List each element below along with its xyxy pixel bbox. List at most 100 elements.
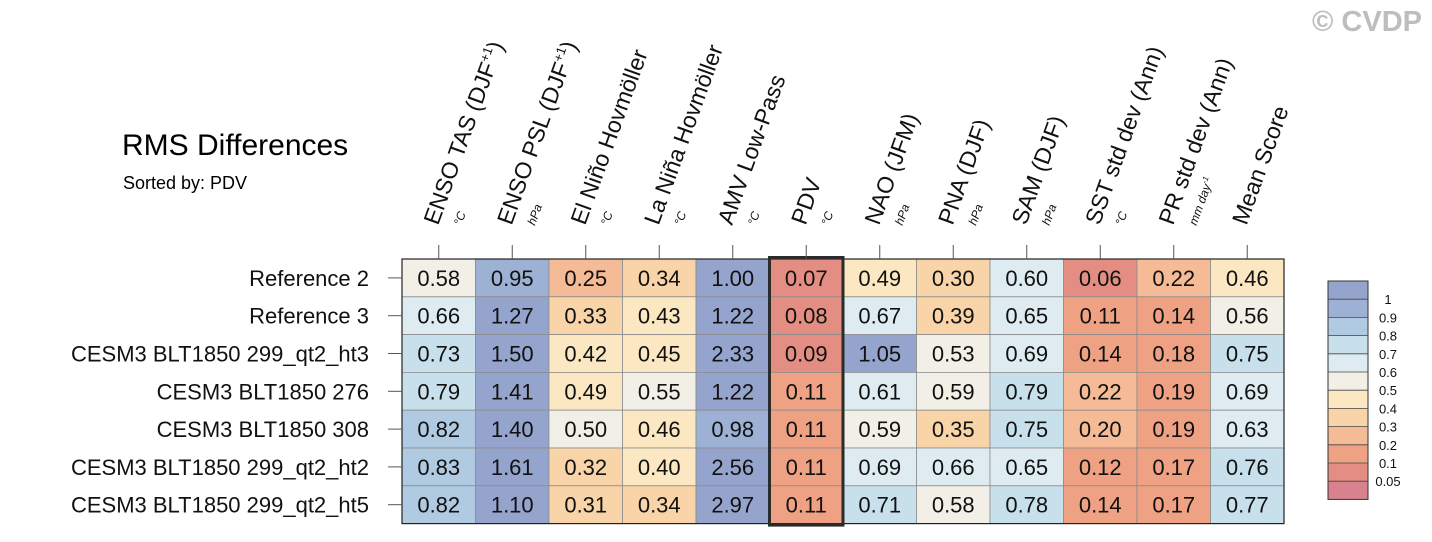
cell-value-label: 0.66 (417, 304, 460, 329)
heatmap-cell (475, 371, 550, 411)
cell-value-label: 0.09 (785, 342, 828, 367)
cell-value-label: 0.60 (1005, 266, 1048, 291)
heatmap-cell (401, 409, 476, 449)
cell-value-label: 0.49 (858, 266, 901, 291)
heatmap-cell (695, 296, 770, 335)
heatmap-cell (695, 485, 770, 524)
heatmap-cell (769, 296, 844, 335)
cell-value-label: 1.10 (491, 493, 534, 518)
heatmap-cell (475, 485, 550, 524)
colorbar-segment (1328, 408, 1368, 427)
cell-value-label: 0.69 (1005, 342, 1048, 367)
column-unit-label: hPa (525, 202, 546, 227)
cell-value-label: 0.71 (858, 493, 901, 518)
svg-text:AMV Low-Pass: AMV Low-Pass (712, 71, 790, 228)
colorbar-segment (1328, 317, 1368, 336)
heatmap-cell (1136, 371, 1211, 411)
svg-text:El Niño Hovmöller: El Niño Hovmöller (565, 46, 652, 228)
cell-value-label: 0.19 (1152, 417, 1195, 442)
cell-value-label: 0.67 (858, 304, 901, 329)
row-label-cesm3-blt1850-299-qt2-ht3: CESM3 BLT1850 299_qt2_ht3 (71, 342, 369, 367)
cell-value-label: 0.82 (417, 493, 460, 518)
cell-value-label: 0.53 (932, 342, 975, 367)
column-unit-label: °C (451, 209, 469, 227)
heatmap-cell (1136, 409, 1211, 449)
cell-value-label: 0.49 (564, 379, 607, 404)
column-unit-label: °C (1113, 209, 1131, 227)
heatmap-cell (1210, 485, 1285, 524)
heatmap-cell (769, 485, 844, 524)
colorbar-label: 0.1 (1379, 456, 1397, 471)
cell-value-label: 0.76 (1226, 455, 1269, 480)
heatmap-cell (989, 296, 1064, 335)
heatmap-cell (842, 447, 917, 487)
colorbar-label: 0.3 (1379, 420, 1397, 435)
cell-value-label: 0.11 (1080, 304, 1121, 329)
heatmap-cell (548, 371, 623, 411)
colorbar-label: 0.5 (1379, 383, 1397, 398)
cell-value-label: 0.22 (1152, 266, 1195, 291)
heatmap-cell (842, 371, 917, 411)
cell-value-label: 0.46 (1226, 266, 1269, 291)
cell-value-label: 0.11 (786, 493, 827, 518)
chart-title: RMS Differences (122, 129, 349, 162)
colorbar-label: 0.8 (1379, 329, 1397, 344)
svg-text:SAM (DJF): SAM (DJF) (1006, 112, 1069, 228)
colorbar-segment (1328, 372, 1368, 391)
column-unit-label: hPa (1039, 202, 1060, 227)
cell-value-label: 0.65 (1005, 455, 1048, 480)
heatmap-cell (695, 409, 770, 449)
cell-value-label: 0.63 (1226, 417, 1269, 442)
svg-text:NAO (JFM): NAO (JFM) (859, 110, 923, 228)
svg-text:PNA (DJF): PNA (DJF) (933, 116, 995, 228)
column-unit-label: °C (672, 209, 690, 227)
svg-text:SST std dev (Ann): SST std dev (Ann) (1080, 43, 1169, 228)
heatmap-cell (1063, 409, 1138, 449)
svg-text:ENSO PSL (DJF+1): ENSO PSL (DJF+1) (492, 38, 582, 228)
colorbar-label: 0.6 (1379, 365, 1397, 380)
heatmap-cell (842, 296, 917, 335)
cell-value-label: 2.56 (711, 455, 754, 480)
cell-value-label: 1.61 (491, 455, 534, 480)
heatmap-cell (1136, 296, 1211, 335)
cell-value-label: 0.55 (638, 379, 681, 404)
colorbar-segment (1328, 390, 1368, 409)
row-label-cesm3-blt1850-308: CESM3 BLT1850 308 (157, 417, 369, 442)
svg-text:ENSO TAS (DJF+1): ENSO TAS (DJF+1) (418, 38, 508, 228)
chart-subtitle: Sorted by: PDV (123, 173, 248, 193)
row-label-cesm3-blt1850-299-qt2-ht2: CESM3 BLT1850 299_qt2_ht2 (71, 455, 369, 480)
cell-value-label: 0.79 (417, 379, 460, 404)
cell-value-label: 0.98 (711, 417, 754, 442)
heatmap-cell (1136, 447, 1211, 487)
heatmap-cell (769, 447, 844, 487)
cell-value-label: 1.40 (491, 417, 534, 442)
heatmap-cell (548, 334, 623, 373)
heatmap-cell (989, 334, 1064, 373)
heatmap-cell (989, 447, 1064, 487)
cell-value-label: 0.20 (1079, 417, 1122, 442)
heatmap-cell (695, 447, 770, 487)
cell-value-label: 0.82 (417, 417, 460, 442)
heatmap-cell (475, 258, 550, 298)
cell-value-label: 0.40 (638, 455, 681, 480)
cell-value-label: 0.14 (1079, 342, 1122, 367)
cell-value-label: 0.83 (417, 455, 460, 480)
row-label-reference-3: Reference 3 (249, 304, 369, 329)
cell-value-label: 1.22 (711, 304, 754, 329)
row-label-cesm3-blt1850-276: CESM3 BLT1850 276 (157, 379, 369, 404)
column-unit-label: hPa (966, 202, 987, 227)
cell-value-label: 0.35 (932, 417, 975, 442)
heatmap-cell (401, 447, 476, 487)
colorbar-label: 0.2 (1379, 438, 1397, 453)
heatmap-cell (769, 334, 844, 373)
cell-value-label: 0.59 (858, 417, 901, 442)
cell-value-label: 0.11 (786, 455, 827, 480)
heatmap-cell (769, 371, 844, 411)
heatmap-cell (622, 447, 697, 487)
heatmap-cell (401, 296, 476, 335)
cell-value-label: 0.45 (638, 342, 681, 367)
cell-value-label: 0.58 (932, 493, 975, 518)
colorbar-segment (1328, 444, 1368, 463)
column-label-sam-djf: SAM (DJF)hPa (1006, 112, 1069, 228)
cell-value-label: 0.69 (1226, 379, 1269, 404)
